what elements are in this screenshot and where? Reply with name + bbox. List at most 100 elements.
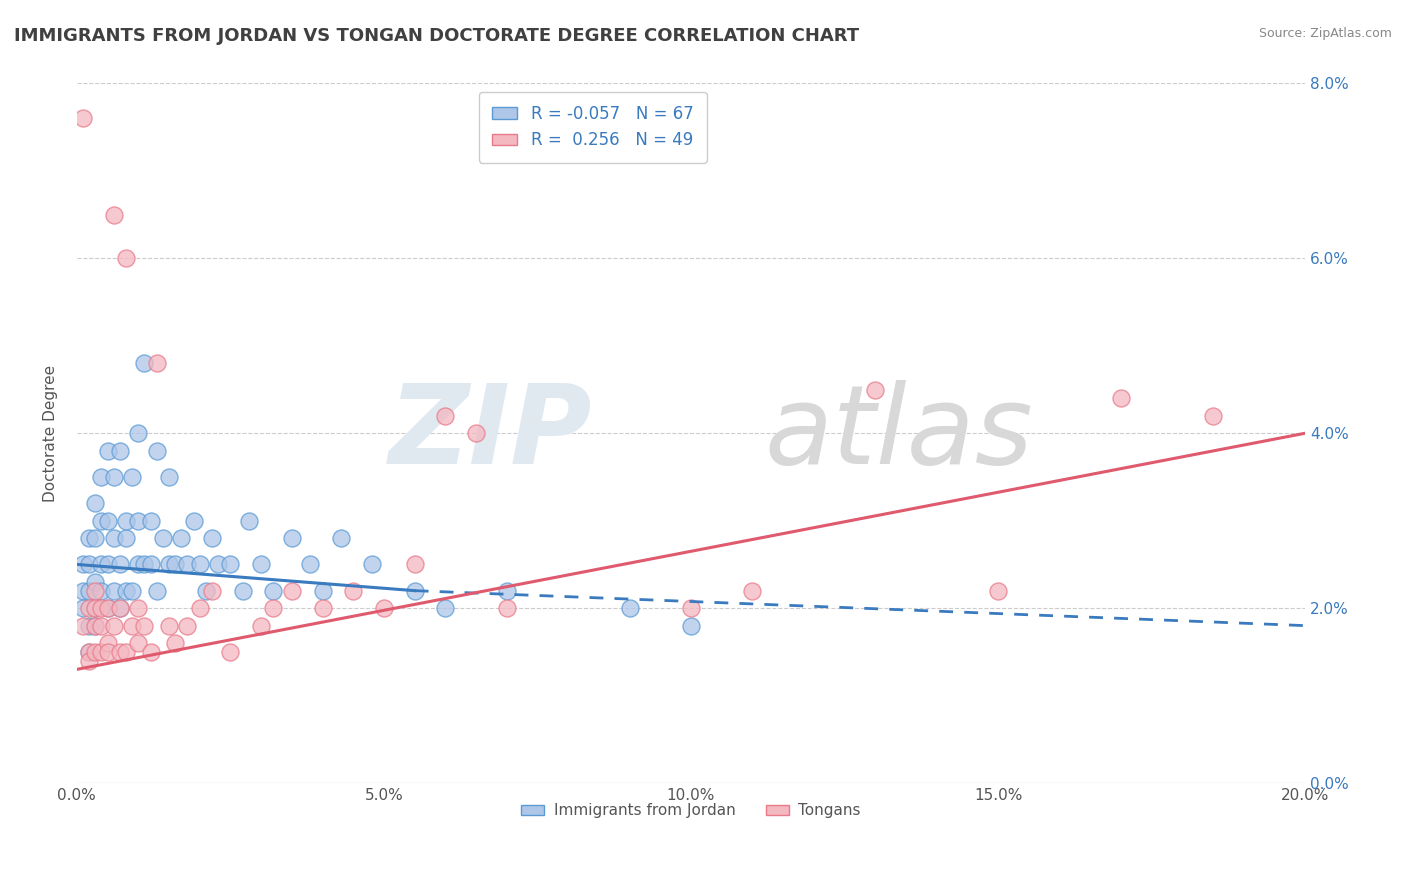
Point [434, 601, 457, 615]
Point [108, 558, 131, 572]
Point [108, 601, 131, 615]
Text: atlas: atlas [765, 380, 1033, 487]
Point [679, 618, 702, 632]
Point [152, 531, 174, 545]
Point [97, 443, 120, 458]
Point [281, 531, 304, 545]
Point [145, 443, 167, 458]
Point [404, 583, 426, 598]
Point [299, 558, 322, 572]
Point [232, 583, 254, 598]
Point [90, 583, 112, 598]
Point [77, 531, 100, 545]
Point [72, 112, 94, 126]
Point [108, 443, 131, 458]
Point [115, 645, 138, 659]
Point [72, 583, 94, 598]
Point [145, 356, 167, 370]
Point [157, 558, 180, 572]
Point [84, 531, 107, 545]
Point [77, 645, 100, 659]
Point [97, 601, 120, 615]
Text: Source: ZipAtlas.com: Source: ZipAtlas.com [1258, 27, 1392, 40]
Point [207, 558, 229, 572]
Point [77, 583, 100, 598]
Point [90, 470, 112, 484]
Point [404, 558, 426, 572]
Point [97, 636, 120, 650]
Point [72, 558, 94, 572]
Point [97, 601, 120, 615]
Point [281, 583, 304, 598]
Point [201, 583, 224, 598]
Point [262, 583, 284, 598]
Point [342, 583, 364, 598]
Point [987, 583, 1010, 598]
Point [250, 558, 273, 572]
Point [115, 583, 138, 598]
Point [373, 601, 395, 615]
Point [84, 601, 107, 615]
Point [127, 558, 149, 572]
Point [250, 618, 273, 632]
Point [145, 583, 167, 598]
Point [90, 618, 112, 632]
Point [139, 514, 162, 528]
Point [188, 601, 211, 615]
Point [97, 514, 120, 528]
Point [97, 558, 120, 572]
Point [121, 470, 143, 484]
Point [108, 601, 131, 615]
Point [495, 601, 517, 615]
Point [84, 601, 107, 615]
Point [84, 574, 107, 589]
Point [1109, 391, 1132, 405]
Point [77, 645, 100, 659]
Point [863, 383, 886, 397]
Point [1202, 409, 1225, 423]
Point [311, 601, 333, 615]
Point [134, 558, 156, 572]
Point [103, 583, 125, 598]
Point [329, 531, 352, 545]
Point [72, 601, 94, 615]
Point [165, 558, 187, 572]
Point [165, 636, 187, 650]
Point [134, 356, 156, 370]
Point [679, 601, 702, 615]
Point [72, 618, 94, 632]
Point [115, 531, 138, 545]
Point [84, 618, 107, 632]
Legend: Immigrants from Jordan, Tongans: Immigrants from Jordan, Tongans [516, 797, 866, 824]
Point [90, 558, 112, 572]
Point [77, 618, 100, 632]
Point [127, 514, 149, 528]
Point [77, 601, 100, 615]
Point [139, 645, 162, 659]
Point [238, 514, 260, 528]
Point [170, 531, 193, 545]
Text: ZIP: ZIP [389, 380, 593, 487]
Point [115, 514, 138, 528]
Point [495, 583, 517, 598]
Point [108, 645, 131, 659]
Point [103, 470, 125, 484]
Text: IMMIGRANTS FROM JORDAN VS TONGAN DOCTORATE DEGREE CORRELATION CHART: IMMIGRANTS FROM JORDAN VS TONGAN DOCTORA… [14, 27, 859, 45]
Point [194, 583, 217, 598]
Point [115, 252, 138, 266]
Point [201, 531, 224, 545]
Point [619, 601, 641, 615]
Point [77, 654, 100, 668]
Point [262, 601, 284, 615]
Point [188, 558, 211, 572]
Point [183, 514, 205, 528]
Point [741, 583, 763, 598]
Point [157, 470, 180, 484]
Point [103, 618, 125, 632]
Point [97, 645, 120, 659]
Point [84, 583, 107, 598]
Point [84, 645, 107, 659]
Point [311, 583, 333, 598]
Y-axis label: Doctorate Degree: Doctorate Degree [44, 365, 58, 502]
Point [219, 645, 242, 659]
